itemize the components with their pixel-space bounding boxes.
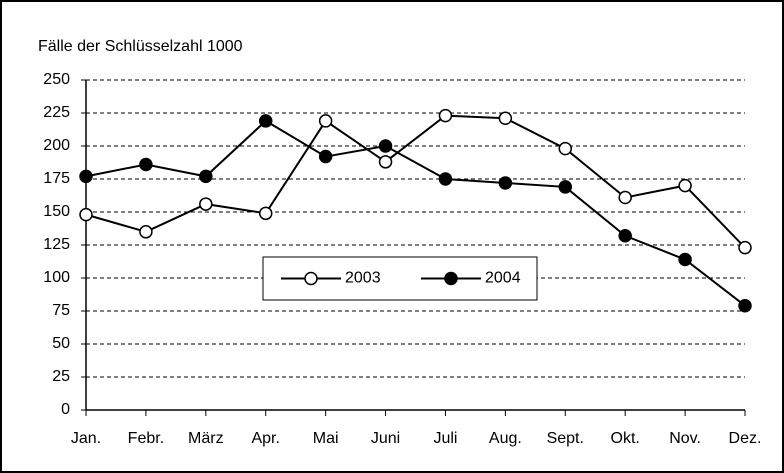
x-tick-label: Apr. — [251, 430, 279, 447]
legend-label: 2004 — [485, 270, 521, 287]
data-point — [618, 229, 632, 243]
data-point — [258, 114, 273, 128]
x-tick-label: Okt. — [611, 430, 640, 447]
x-tick-label: Juli — [433, 430, 457, 447]
y-tick-label: 25 — [52, 368, 70, 385]
y-tick-label: 50 — [52, 335, 70, 352]
data-point — [558, 180, 573, 194]
y-tick-label: 200 — [43, 137, 70, 154]
data-point — [498, 176, 513, 190]
data-point — [618, 190, 632, 205]
y-tick-label: 125 — [43, 236, 70, 253]
data-point — [678, 252, 692, 267]
x-tick-label: Sept. — [547, 430, 584, 447]
data-point — [79, 207, 93, 222]
data-point — [438, 108, 453, 123]
y-tick-label: 225 — [43, 104, 70, 121]
legend-box — [262, 256, 538, 301]
data-point — [79, 169, 93, 184]
x-tick-label: Febr. — [128, 430, 164, 447]
legend-marker — [304, 271, 318, 286]
x-tick-label: März — [188, 430, 224, 447]
y-tick-label: 0 — [61, 401, 70, 418]
y-tick-label: 150 — [43, 203, 70, 220]
series-line — [85, 114, 746, 249]
data-point — [558, 141, 573, 156]
data-point — [318, 114, 333, 128]
chart-title: Fälle der Schlüsselzahl 1000 — [38, 38, 243, 55]
data-point — [678, 178, 692, 193]
x-tick-label: Jan. — [71, 430, 101, 447]
data-point — [139, 157, 153, 172]
data-point — [258, 206, 273, 221]
x-tick-label: Mai — [313, 430, 339, 447]
y-tick-label: 250 — [43, 71, 70, 88]
data-point — [498, 111, 513, 126]
data-point — [738, 240, 752, 255]
data-point — [378, 155, 393, 169]
x-tick-label: Aug. — [489, 430, 522, 447]
y-tick-label: 100 — [43, 269, 70, 286]
legend-label: 2003 — [345, 270, 381, 287]
y-tick-label: 75 — [52, 302, 70, 319]
x-tick-label: Nov. — [669, 430, 701, 447]
legend-marker — [444, 271, 458, 286]
data-point — [738, 298, 752, 313]
y-tick-label: 175 — [43, 170, 70, 187]
data-point — [199, 169, 213, 184]
data-point — [378, 139, 393, 153]
data-point — [318, 149, 333, 164]
x-tick-label: Juni — [371, 430, 400, 447]
data-point — [139, 225, 153, 239]
data-point — [199, 197, 213, 211]
x-tick-label: Dez. — [729, 430, 762, 447]
data-point — [438, 172, 453, 186]
series-line — [85, 119, 746, 307]
